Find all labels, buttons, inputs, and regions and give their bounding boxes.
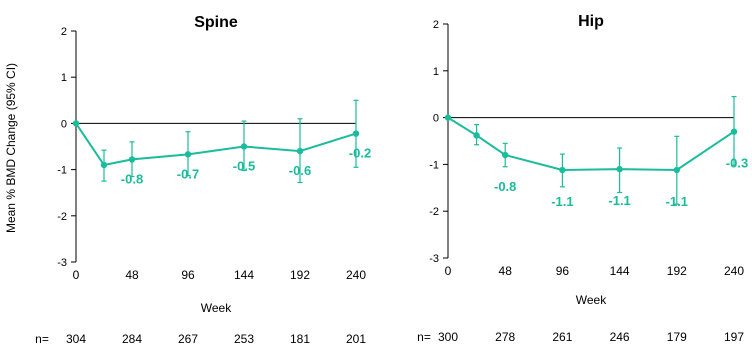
hip-data-label: -1.1 xyxy=(608,193,630,208)
spine-y-tick-label: -1 xyxy=(57,165,67,177)
spine-n-value: 284 xyxy=(122,332,142,346)
hip-x-tick-label: 240 xyxy=(724,264,744,278)
spine-data-label: -0.6 xyxy=(289,163,311,178)
hip-data-label: -1.1 xyxy=(551,194,573,209)
spine-data-point xyxy=(296,147,304,155)
hip-y-tick-label: -3 xyxy=(429,253,439,265)
hip-data-point xyxy=(444,114,452,121)
hip-x-tick-label: 0 xyxy=(445,264,452,278)
spine-data-point xyxy=(352,130,360,137)
hip-data-point xyxy=(559,166,566,174)
hip-data-label: -0.3 xyxy=(726,156,748,171)
spine-data-point xyxy=(240,143,248,150)
hip-y-tick-label: 0 xyxy=(433,113,439,125)
spine-x-tick-label: 0 xyxy=(73,268,80,282)
hip-data-point xyxy=(502,151,509,159)
spine-y-tick-label: 2 xyxy=(61,26,67,38)
hip-n-value: 261 xyxy=(552,330,572,344)
spine-data-point xyxy=(184,151,192,158)
hip-n-value: 278 xyxy=(495,330,515,344)
spine-data-label: -0.5 xyxy=(233,159,255,174)
hip-data-label: -0.8 xyxy=(494,179,516,194)
hip-x-tick-label: 96 xyxy=(556,264,570,278)
spine-y-tick-label: 1 xyxy=(61,72,67,84)
spine-data-point xyxy=(128,156,136,163)
spine-panel: Spine -3 -2 -1 0 1 2 0 48 96 144 192 240 Week -0.8 -0.7… xyxy=(35,14,371,346)
spine-x-axis-label: Week xyxy=(201,301,232,315)
spine-n-value: 253 xyxy=(234,332,254,346)
spine-y-tick-label: -2 xyxy=(57,211,67,223)
spine-x-tick-label: 240 xyxy=(346,268,366,282)
spine-y-tick-label: 0 xyxy=(61,118,67,130)
hip-data-point xyxy=(473,132,480,139)
hip-n-value: 197 xyxy=(724,330,744,344)
spine-data-label: -0.7 xyxy=(177,166,199,181)
hip-x-tick-label: 48 xyxy=(499,264,513,278)
spine-y-tick-label: -3 xyxy=(57,257,67,269)
hip-y-tick-label: 2 xyxy=(433,19,439,31)
hip-y-tick-label: 1 xyxy=(433,66,439,78)
spine-data-point xyxy=(72,120,80,127)
hip-data-label: -1.1 xyxy=(666,194,688,209)
spine-x-tick-label: 48 xyxy=(125,268,139,282)
hip-series-line xyxy=(447,116,735,172)
spine-data-point xyxy=(100,161,108,169)
spine-x-tick-label: 192 xyxy=(290,268,310,282)
hip-n-value: 179 xyxy=(667,330,687,344)
hip-x-tick-label: 144 xyxy=(610,264,630,278)
hip-data-point xyxy=(616,165,623,173)
spine-n-value: 181 xyxy=(290,332,310,346)
spine-x-tick-label: 144 xyxy=(234,268,254,282)
spine-x-tick-label: 96 xyxy=(181,268,195,282)
hip-x-tick-label: 192 xyxy=(667,264,687,278)
spine-n-value: 267 xyxy=(178,332,198,346)
hip-y-tick-label: -2 xyxy=(429,206,439,218)
spine-n-label: n= xyxy=(35,332,49,346)
hip-x-axis-label: Week xyxy=(576,293,607,307)
spine-n-value: 201 xyxy=(346,332,366,346)
spine-n-value: 304 xyxy=(66,332,86,346)
hip-y-tick-label: -1 xyxy=(429,159,439,171)
hip-n-value: 300 xyxy=(438,330,458,344)
hip-title: Hip xyxy=(578,13,604,30)
hip-n-label: n= xyxy=(417,330,431,344)
spine-title: Spine xyxy=(194,14,238,31)
hip-data-point xyxy=(673,166,680,174)
hip-n-value: 246 xyxy=(610,330,630,344)
y-axis-label: Mean % BMD Change (95% CI) xyxy=(4,63,18,233)
hip-panel: Hip -3 -2 -1 0 1 2 0 48 96 144 192 240 Week -0.8 -1.1 -1… xyxy=(417,13,748,344)
spine-data-label: -0.2 xyxy=(349,146,371,161)
spine-series-line xyxy=(75,122,357,167)
hip-data-point xyxy=(730,128,738,135)
spine-data-label: -0.8 xyxy=(121,171,143,186)
